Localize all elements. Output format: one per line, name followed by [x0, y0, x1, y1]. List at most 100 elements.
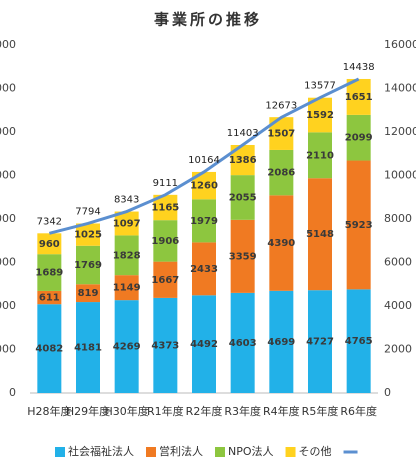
total-label: 7342 [37, 216, 62, 227]
data-label: 4727 [306, 337, 334, 348]
bar-segment [192, 295, 216, 393]
bar-segment [76, 245, 100, 285]
data-label: 3359 [229, 251, 257, 262]
bar-segment [76, 223, 100, 246]
legend-swatch [146, 447, 156, 457]
data-label: 1025 [74, 230, 102, 241]
y-tick-label: 12000 [0, 125, 16, 138]
bar-segment [346, 78, 371, 115]
y-tick-label: 0 [9, 386, 16, 399]
y-tick-label: 8000 [0, 212, 16, 225]
y2-tick-label: 8000 [384, 212, 412, 225]
bar-segment [308, 290, 332, 393]
bar-segment [308, 97, 332, 133]
data-label: 1149 [113, 283, 141, 294]
bar-segment [114, 235, 139, 276]
legend-swatch [285, 447, 296, 457]
data-label: 4082 [35, 344, 63, 355]
bar-segment [269, 195, 294, 291]
data-label: 1165 [151, 203, 179, 214]
legend-label: 営利法人 [159, 444, 203, 458]
bar-segment [346, 289, 371, 393]
data-label: 5148 [306, 229, 334, 240]
total-label: 8343 [114, 195, 139, 206]
total-line [48, 77, 360, 235]
data-label: 1386 [229, 155, 257, 166]
bar-segment [37, 254, 62, 291]
data-label: 2433 [190, 264, 218, 275]
data-label: 4603 [229, 338, 257, 349]
data-label: 2086 [267, 168, 295, 179]
y2-tick-label: 6000 [384, 256, 412, 269]
legend-label: 社会福祉法人 [68, 444, 134, 458]
bar-segment [230, 219, 255, 293]
y2-tick-label: 2000 [384, 343, 412, 356]
x-tick-label: R4年度 [263, 404, 300, 418]
bar-segment [346, 160, 371, 290]
y-tick-label: 16000 [0, 38, 16, 51]
data-label: 4765 [345, 336, 373, 347]
chart-title: 事業所の推移 [154, 11, 262, 29]
bar-segment [308, 178, 332, 291]
data-label: 4390 [267, 238, 295, 249]
data-label: 4373 [151, 340, 179, 351]
legend-swatch [215, 447, 225, 457]
y-tick-label: 6000 [0, 256, 16, 269]
bar-segment [37, 290, 62, 305]
data-label: 1097 [113, 218, 141, 229]
total-label: 13577 [304, 81, 336, 92]
bar-segment [269, 290, 294, 393]
x-tick-label: H28年度 [27, 404, 71, 418]
data-label: 4699 [267, 337, 295, 348]
x-tick-label: R3年度 [224, 404, 261, 418]
y-tick-label: 4000 [0, 299, 16, 312]
bar-segment [192, 199, 216, 243]
data-label: 611 [39, 293, 60, 304]
data-label: 1979 [190, 216, 218, 227]
bar-segment [308, 132, 332, 179]
bar-segment [269, 149, 294, 196]
x-tick-label: H30年度 [105, 404, 149, 418]
bar-segment [230, 292, 255, 393]
y2-tick-label: 4000 [384, 299, 412, 312]
bar-segment [114, 211, 139, 236]
data-label: 2099 [345, 133, 373, 144]
bar-segment [153, 220, 178, 262]
y-tick-label: 14000 [0, 82, 16, 95]
x-tick-label: R6年度 [340, 404, 377, 418]
data-label: 4181 [74, 343, 102, 354]
data-label: 1651 [345, 92, 373, 103]
data-label: 1689 [35, 268, 63, 279]
y-tick-label: 2000 [0, 343, 16, 356]
data-label: 5923 [345, 220, 373, 231]
bar-segment [114, 275, 139, 301]
data-label: 1828 [113, 250, 141, 261]
bar-segment [153, 297, 178, 393]
total-label: 14438 [343, 62, 375, 73]
bar-segment [37, 233, 62, 255]
x-tick-label: R1年度 [147, 404, 184, 418]
bar-segment [346, 114, 371, 161]
legend-swatch [55, 447, 65, 457]
data-label: 1260 [190, 181, 218, 192]
total-label: 12673 [265, 100, 297, 111]
data-label: 2110 [306, 150, 334, 161]
data-label: 1906 [151, 236, 179, 247]
total-label: 10164 [188, 155, 220, 166]
data-label: 1592 [306, 110, 334, 121]
total-label: 9111 [153, 178, 178, 189]
y2-tick-label: 16000 [384, 38, 416, 51]
bar-segment [76, 284, 100, 303]
legend-label: NPO法人 [228, 444, 274, 458]
data-label: 1769 [74, 260, 102, 271]
y2-tick-label: 10000 [384, 169, 416, 182]
total-label: 7794 [75, 206, 100, 217]
data-label: 2055 [229, 192, 257, 203]
data-label: 960 [39, 239, 60, 250]
x-tick-label: R5年度 [302, 404, 339, 418]
total-label: 11403 [227, 128, 259, 139]
bar-segment [192, 242, 216, 296]
data-label: 4492 [190, 339, 218, 350]
bar-segment [37, 304, 62, 393]
